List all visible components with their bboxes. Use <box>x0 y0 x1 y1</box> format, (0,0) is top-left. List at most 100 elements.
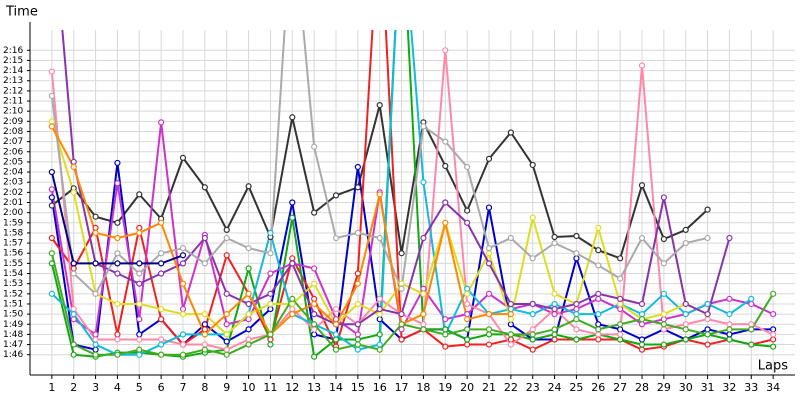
point <box>551 300 558 308</box>
point <box>507 129 514 136</box>
y-tick-label: 1:56 <box>3 249 23 259</box>
point <box>726 336 733 343</box>
x-tick-label: 34 <box>766 381 780 394</box>
point <box>442 199 449 206</box>
y-tick-label: 1:51 <box>3 299 23 309</box>
point <box>551 305 558 313</box>
point <box>507 234 514 242</box>
y-tick-label: 2:07 <box>3 137 23 147</box>
point <box>245 245 252 252</box>
point <box>638 341 646 348</box>
point <box>92 341 99 348</box>
x-tick-label: 19 <box>438 381 452 394</box>
point <box>332 316 340 323</box>
point <box>464 285 471 292</box>
y-tick-label: 1:55 <box>3 259 23 269</box>
x-tick-label: 28 <box>635 381 649 394</box>
point <box>48 202 55 209</box>
point <box>485 204 493 211</box>
point <box>223 346 230 353</box>
point <box>223 234 230 242</box>
point <box>92 336 99 343</box>
point <box>748 341 755 348</box>
point <box>551 326 558 333</box>
x-tick-label: 3 <box>92 381 99 394</box>
point <box>354 229 361 237</box>
point <box>354 346 361 353</box>
point <box>595 311 602 318</box>
series-line <box>50 253 774 356</box>
point <box>245 316 252 323</box>
point <box>660 326 667 333</box>
point <box>704 300 711 308</box>
point <box>507 305 514 313</box>
point <box>179 331 187 338</box>
point <box>420 311 427 318</box>
point <box>638 234 646 242</box>
point <box>398 280 405 287</box>
y-tick-label: 1:49 <box>3 320 23 330</box>
point <box>398 321 405 328</box>
point <box>179 154 187 161</box>
point <box>529 161 536 169</box>
point <box>376 311 383 318</box>
point <box>201 234 208 242</box>
point <box>638 311 646 318</box>
point <box>179 260 187 267</box>
point <box>158 270 165 277</box>
point <box>704 316 711 323</box>
point <box>464 219 471 226</box>
point <box>638 62 646 69</box>
point <box>48 186 55 193</box>
point <box>136 191 143 198</box>
point <box>311 300 318 308</box>
point <box>420 179 427 186</box>
point <box>158 305 165 313</box>
y-tick-label: 2:05 <box>3 157 23 167</box>
point <box>158 316 165 323</box>
point <box>136 280 143 287</box>
tick-labels: 1:461:471:481:491:501:511:521:531:541:55… <box>3 46 780 394</box>
y-tick-label: 2:03 <box>3 178 23 188</box>
point <box>573 311 580 318</box>
point <box>638 346 646 353</box>
point <box>464 341 471 348</box>
point <box>92 331 99 338</box>
x-tick-label: 12 <box>285 381 299 394</box>
point <box>638 321 646 328</box>
x-tick-label: 5 <box>136 381 143 394</box>
y-tick-label: 1:46 <box>3 350 23 360</box>
series-layer <box>48 30 777 360</box>
point <box>529 346 536 353</box>
point <box>704 311 711 318</box>
point <box>158 260 165 267</box>
point <box>573 300 580 308</box>
y-tick-label: 2:08 <box>3 127 23 137</box>
point <box>442 331 449 338</box>
point <box>770 290 777 297</box>
x-tick-label: 33 <box>744 381 758 394</box>
x-tick-label: 10 <box>242 381 256 394</box>
point <box>48 92 55 100</box>
x-tick-label: 2 <box>70 381 77 394</box>
point <box>267 336 274 343</box>
point <box>311 331 318 338</box>
point <box>223 252 230 259</box>
point <box>595 326 602 333</box>
point <box>748 326 755 333</box>
point <box>376 101 383 109</box>
point <box>617 336 624 343</box>
point <box>114 219 121 226</box>
point <box>92 346 99 353</box>
series-line <box>50 125 511 337</box>
point <box>485 311 493 318</box>
point <box>92 224 99 231</box>
point <box>573 316 580 323</box>
point <box>770 331 777 338</box>
point <box>179 245 187 252</box>
point <box>201 184 208 191</box>
point <box>223 290 230 297</box>
y-tick-label: 2:16 <box>3 46 23 56</box>
point <box>704 234 711 242</box>
point <box>136 316 143 323</box>
